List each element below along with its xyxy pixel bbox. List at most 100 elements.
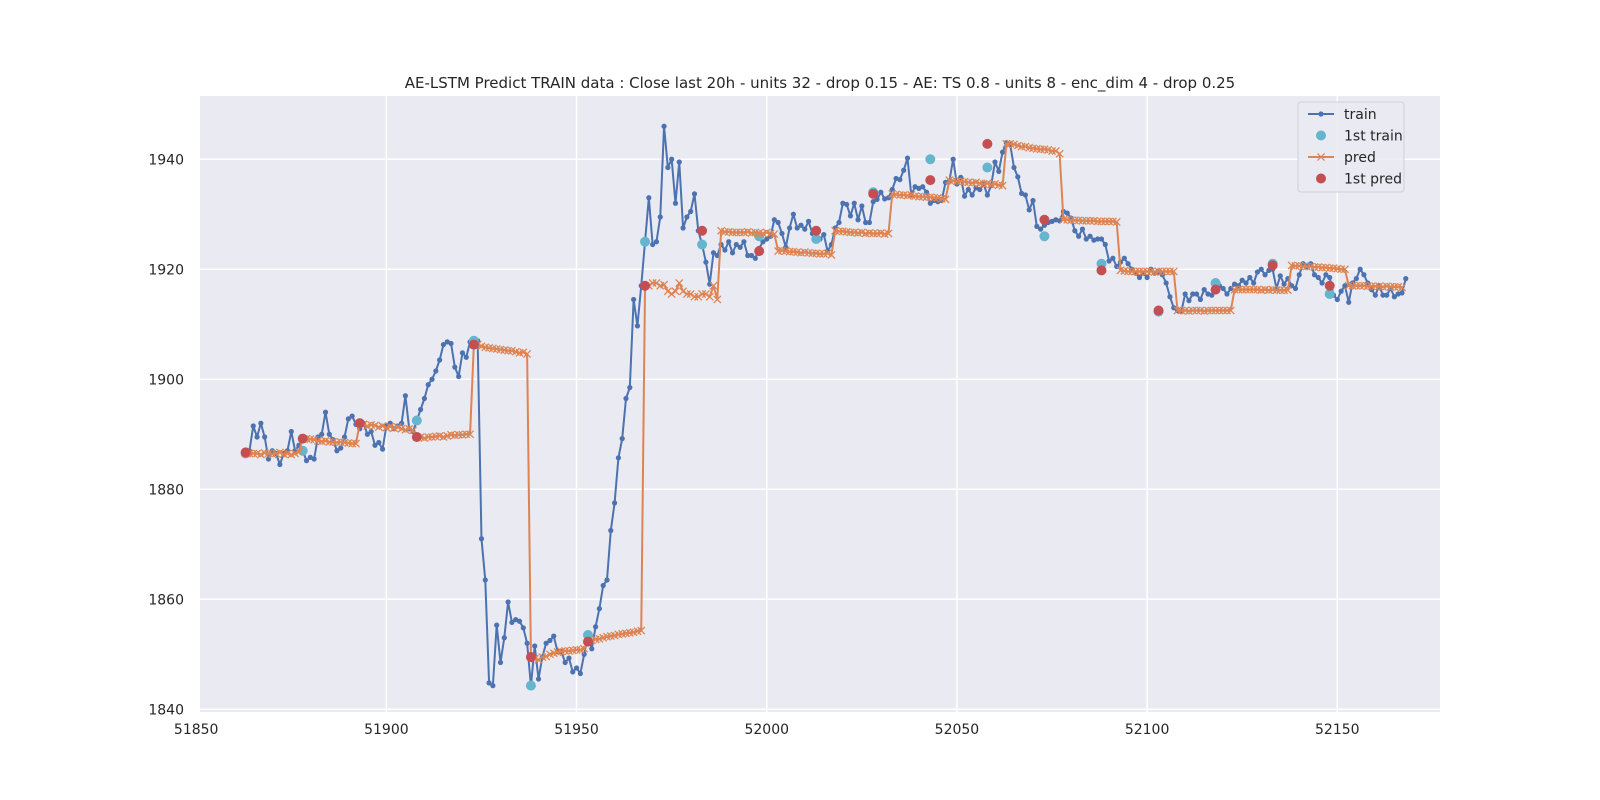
data-point-train <box>1110 255 1116 261</box>
data-point-train <box>589 646 595 652</box>
legend-label: pred <box>1344 150 1376 166</box>
data-point-train <box>1372 292 1378 298</box>
data-point-pred <box>1127 267 1136 276</box>
data-point-train <box>1319 280 1325 286</box>
data-point-pred <box>648 278 657 288</box>
data-point-train <box>1247 274 1253 281</box>
data-point-train <box>1064 210 1070 216</box>
data-point-pred <box>1082 216 1091 225</box>
data-point-train <box>1384 292 1390 298</box>
data-point-train <box>661 123 667 129</box>
data-point-train <box>669 156 675 162</box>
data-point-train <box>277 461 283 468</box>
data-point-pred <box>1318 263 1327 272</box>
data-point-train <box>1015 174 1021 180</box>
data-point-train <box>1315 274 1321 281</box>
data-point-train <box>1224 291 1230 297</box>
data-point-pred <box>694 292 703 301</box>
x-tick-label: 52100 <box>1125 722 1170 738</box>
data-point-train <box>726 239 732 245</box>
data-point-train <box>710 250 717 256</box>
y-tick-label: 1860 <box>148 592 184 608</box>
data-point-train <box>1338 288 1344 294</box>
data-point-train <box>1277 273 1283 279</box>
data-point-pred <box>785 247 794 256</box>
data-point-train <box>870 199 876 205</box>
data-point-train <box>547 637 553 644</box>
data-point-train <box>1323 272 1329 278</box>
data-point-train <box>703 259 709 265</box>
data-point-pred <box>454 430 463 439</box>
data-point-1st-train <box>697 239 708 250</box>
data-point-pred <box>1291 261 1300 271</box>
data-point-train <box>364 431 370 437</box>
data-point-train <box>927 200 933 206</box>
data-point-train <box>1038 226 1044 232</box>
data-point-pred <box>930 193 939 202</box>
data-point-train <box>303 458 310 464</box>
data-point-pred <box>713 295 722 304</box>
data-point-pred <box>952 177 961 186</box>
data-point-1st-pred <box>1267 260 1278 271</box>
data-point-train <box>1186 298 1192 304</box>
data-point-1st-pred <box>697 225 708 236</box>
data-point-train <box>262 434 268 440</box>
data-point-pred <box>542 652 551 661</box>
data-point-train <box>345 416 351 422</box>
data-point-pred <box>1302 262 1311 271</box>
data-point-train <box>1121 255 1127 261</box>
data-point-train <box>516 618 523 624</box>
data-point-pred <box>325 437 334 447</box>
data-point-pred <box>671 287 680 296</box>
data-point-pred <box>941 195 950 204</box>
data-point-train <box>288 428 294 435</box>
data-point-train <box>798 222 804 228</box>
data-point-pred <box>1344 281 1353 290</box>
data-point-train <box>847 213 854 219</box>
data-point-train <box>961 193 968 199</box>
data-point-train <box>691 191 698 197</box>
data-point-pred <box>1299 262 1308 271</box>
data-point-train <box>612 500 618 506</box>
data-point-train <box>1190 291 1196 297</box>
data-point-pred <box>637 626 646 635</box>
data-point-train <box>1076 233 1082 239</box>
data-point-pred <box>1219 306 1228 315</box>
data-point-1st-train <box>525 680 536 691</box>
data-point-train <box>1171 305 1177 311</box>
data-point-train <box>1243 280 1249 286</box>
data-point-pred <box>1310 262 1319 272</box>
data-point-pred <box>675 278 684 288</box>
data-point-train <box>250 423 256 429</box>
data-point-train <box>421 395 428 402</box>
data-point-train <box>1125 261 1131 267</box>
data-point-1st-train <box>925 154 936 165</box>
data-point-train <box>866 219 873 226</box>
data-point-train <box>562 659 568 666</box>
data-point-pred <box>1340 265 1349 274</box>
data-point-train <box>1391 294 1397 300</box>
data-point-train <box>1072 228 1078 234</box>
data-point-train <box>1281 281 1287 287</box>
data-point-train <box>623 395 629 402</box>
data-point-train <box>950 156 956 162</box>
data-point-train <box>1106 258 1112 264</box>
data-point-train <box>440 342 447 348</box>
data-point-train <box>1079 226 1086 232</box>
data-point-pred <box>1279 286 1289 295</box>
data-point-pred <box>1276 286 1285 295</box>
data-point-train <box>341 434 348 440</box>
data-point-train <box>1144 274 1150 281</box>
legend-marker <box>1318 111 1324 117</box>
data-point-train <box>775 219 781 226</box>
data-point-1st-train <box>411 415 422 426</box>
data-point-train <box>680 225 686 231</box>
data-point-train <box>604 577 610 583</box>
data-point-1st-pred <box>811 225 822 236</box>
y-tick-label: 1920 <box>148 262 184 278</box>
data-point-pred <box>1036 145 1045 154</box>
data-point-pred <box>1169 267 1178 276</box>
data-point-train <box>676 159 682 165</box>
legend-item-train: train <box>1308 107 1377 123</box>
